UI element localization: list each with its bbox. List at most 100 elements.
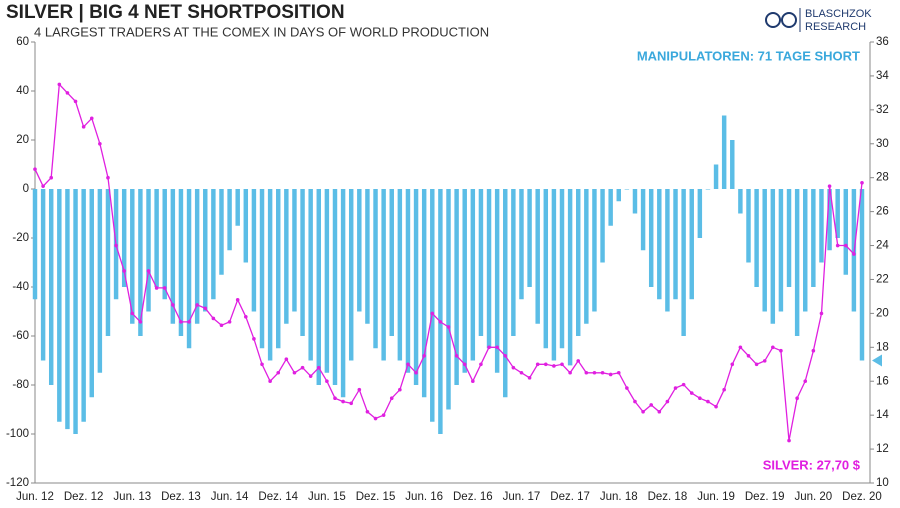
point bbox=[819, 311, 824, 316]
bar bbox=[470, 189, 476, 361]
point bbox=[300, 365, 305, 370]
point bbox=[689, 391, 694, 395]
point bbox=[292, 370, 297, 375]
bar bbox=[154, 189, 159, 287]
chart-title: SILVER | BIG 4 NET SHORTPOSITION bbox=[6, 2, 345, 23]
point bbox=[357, 387, 362, 392]
point bbox=[219, 323, 224, 328]
bar bbox=[57, 189, 62, 422]
bar bbox=[746, 189, 751, 263]
point bbox=[252, 337, 256, 341]
point bbox=[698, 396, 702, 400]
x-tick-label: Jun. 20 bbox=[794, 491, 832, 503]
y-tick-label: -60 bbox=[12, 330, 29, 342]
x-tick-label: Dez. 17 bbox=[550, 491, 590, 503]
point bbox=[519, 370, 524, 375]
logo-text: BLASCHZOK bbox=[805, 8, 872, 20]
point bbox=[341, 399, 345, 404]
y-tick-label: -40 bbox=[12, 281, 29, 293]
bar bbox=[600, 189, 605, 263]
bar bbox=[527, 189, 532, 287]
x-tick-label: Dez. 16 bbox=[453, 491, 493, 503]
bar bbox=[397, 189, 403, 361]
point bbox=[852, 252, 856, 256]
bar bbox=[276, 189, 281, 349]
point bbox=[284, 357, 289, 361]
y2-tick-label: 26 bbox=[876, 206, 889, 218]
y2-tick-label: 10 bbox=[876, 477, 889, 489]
y2-tick-label: 18 bbox=[876, 341, 889, 353]
point bbox=[568, 370, 572, 375]
point bbox=[535, 362, 540, 367]
point bbox=[389, 396, 394, 400]
point bbox=[211, 316, 216, 321]
point bbox=[89, 116, 94, 121]
bar bbox=[292, 189, 297, 312]
x-tick-label: Dez. 18 bbox=[648, 491, 688, 503]
point bbox=[422, 353, 426, 358]
point bbox=[446, 325, 451, 329]
point bbox=[673, 386, 678, 390]
point bbox=[187, 320, 191, 324]
bar bbox=[203, 189, 208, 312]
point bbox=[657, 409, 662, 414]
point bbox=[487, 345, 491, 350]
x-tick-label: Jun. 14 bbox=[211, 491, 249, 503]
point bbox=[479, 362, 483, 367]
bar bbox=[421, 189, 427, 398]
y2-tick-label: 36 bbox=[876, 36, 889, 48]
point bbox=[373, 416, 378, 421]
point bbox=[787, 438, 791, 443]
logo-icon bbox=[765, 12, 781, 28]
point bbox=[511, 365, 516, 370]
point bbox=[746, 353, 751, 358]
point bbox=[665, 399, 670, 404]
x-tick-label: Dez. 20 bbox=[842, 491, 882, 503]
bar bbox=[186, 189, 192, 349]
bar bbox=[786, 189, 792, 287]
bar bbox=[689, 189, 694, 300]
y-tick-label: -100 bbox=[6, 428, 29, 440]
bar bbox=[227, 189, 232, 251]
point bbox=[803, 379, 808, 384]
point bbox=[827, 184, 832, 188]
bar bbox=[592, 189, 597, 312]
x-tick-label: Dez. 13 bbox=[161, 491, 201, 503]
point bbox=[608, 372, 613, 377]
bar bbox=[730, 140, 735, 189]
point bbox=[33, 167, 37, 172]
point bbox=[406, 362, 410, 367]
bar bbox=[713, 164, 719, 189]
bar bbox=[827, 189, 832, 251]
x-tick-label: Dez. 15 bbox=[356, 491, 396, 503]
bar bbox=[211, 189, 216, 300]
point bbox=[365, 409, 370, 414]
bar bbox=[259, 189, 265, 349]
point bbox=[244, 314, 248, 319]
bar bbox=[811, 189, 816, 287]
bar bbox=[859, 189, 865, 361]
point bbox=[179, 320, 183, 324]
x-tick-label: Jun. 12 bbox=[16, 491, 54, 503]
point bbox=[633, 399, 637, 404]
point bbox=[560, 362, 564, 367]
point bbox=[762, 359, 767, 363]
bar bbox=[705, 189, 711, 190]
bar bbox=[332, 189, 338, 385]
bar bbox=[648, 189, 654, 287]
bar bbox=[567, 189, 573, 366]
point bbox=[276, 370, 281, 375]
point bbox=[49, 175, 54, 180]
bar bbox=[559, 189, 565, 349]
y2-tick-label: 22 bbox=[876, 273, 889, 285]
x-tick-label: Dez. 19 bbox=[745, 491, 785, 503]
bar bbox=[340, 189, 346, 398]
bar bbox=[73, 189, 78, 434]
point bbox=[130, 311, 135, 316]
point bbox=[65, 91, 70, 95]
y2-tick-label: 16 bbox=[876, 375, 889, 387]
point bbox=[227, 320, 232, 324]
point bbox=[381, 413, 386, 417]
point bbox=[462, 362, 467, 367]
point bbox=[162, 286, 167, 290]
